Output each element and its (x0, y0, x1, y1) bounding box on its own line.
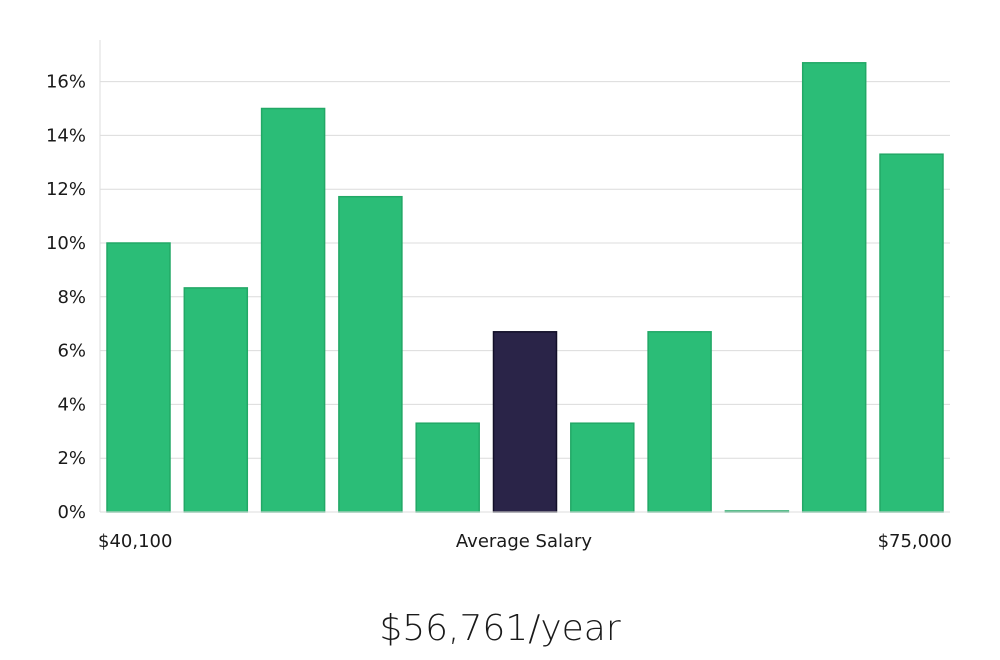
x-axis-title: Average Salary (456, 531, 593, 552)
y-tick-label: 2% (57, 448, 86, 469)
bar-average-salary (492, 331, 558, 513)
bar (801, 62, 867, 513)
bar (106, 242, 171, 513)
bar (183, 287, 249, 513)
y-tick-label: 0% (57, 502, 86, 523)
bar (415, 422, 480, 513)
bars (106, 62, 944, 513)
y-tick-label: 8% (57, 287, 86, 308)
y-tick-label: 10% (46, 233, 86, 254)
bar (570, 422, 635, 513)
axes: 0% 2% 4% 6% 8% 10% 12% 14% 16% (46, 40, 950, 523)
bar (647, 331, 712, 513)
bar-chart: 0% 2% 4% 6% 8% 10% 12% 14% 16% $40,100 Average S… (46, 40, 952, 552)
y-tick-label: 4% (57, 394, 86, 415)
y-tick-label: 6% (57, 341, 86, 362)
y-tick-label: 16% (46, 72, 86, 93)
bar (260, 107, 326, 513)
x-axis-min-label: $40,100 (98, 531, 172, 552)
bar (338, 195, 403, 513)
y-tick-label: 14% (46, 125, 86, 146)
x-axis-max-label: $75,000 (878, 531, 952, 552)
average-salary-value: $56,761/year (379, 608, 621, 649)
bar (879, 153, 944, 513)
y-tick-label: 12% (46, 179, 86, 200)
